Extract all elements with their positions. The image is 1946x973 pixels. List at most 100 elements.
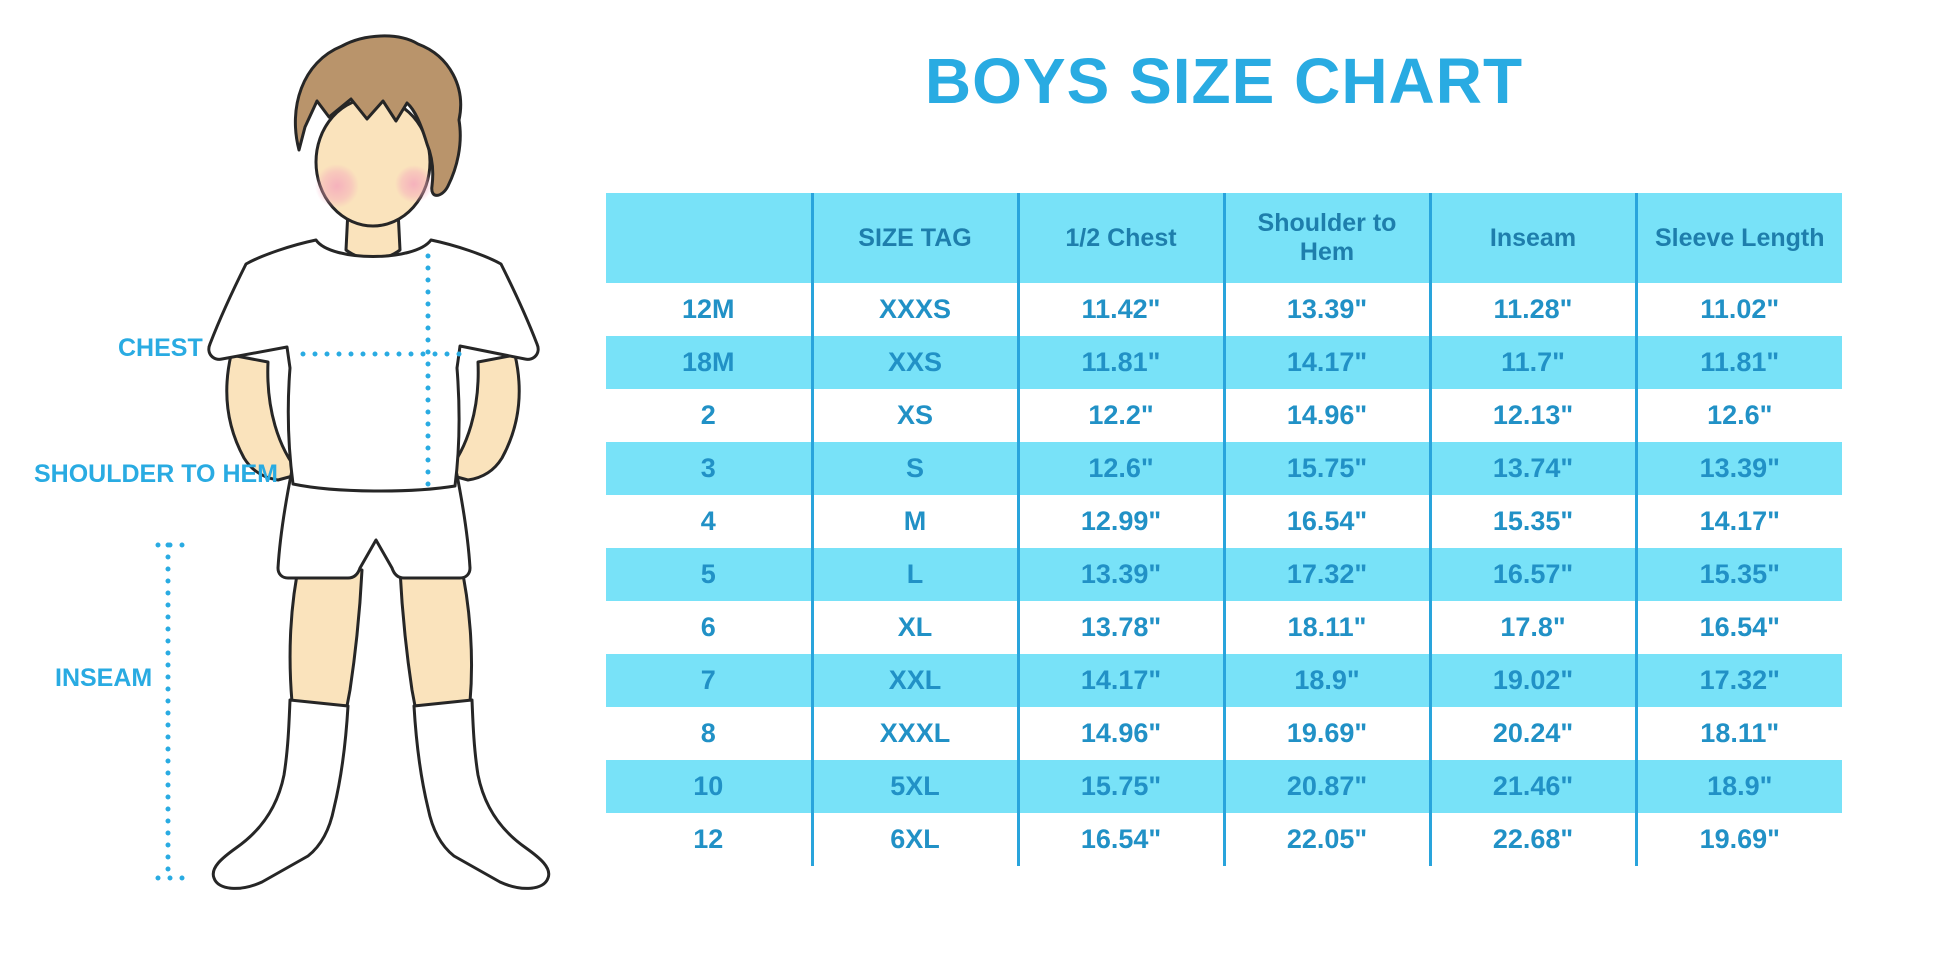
table-cell: 15.35"	[1634, 548, 1842, 601]
table-cell: 12.6"	[1634, 389, 1842, 442]
table-cell: 16.54"	[1222, 495, 1430, 548]
boy-tshirt	[207, 238, 540, 493]
table-cell: M	[810, 495, 1018, 548]
table-row: 12 6XL 16.54" 22.05" 22.68" 19.69"	[606, 813, 1842, 866]
row-size-label: 3	[700, 453, 716, 483]
table-cell: 19.69"	[1222, 707, 1430, 760]
table-cell: 14.96"	[1222, 389, 1430, 442]
table-cell: XL	[810, 601, 1018, 654]
inseam-label: INSEAM	[55, 664, 153, 692]
table-cell: 14.17"	[1222, 336, 1430, 389]
size-table-body: 12M XXXS 11.42" 13.39" 11.28" 11.02" 18M XXS 11.…	[606, 283, 1842, 866]
table-cell: 6XL	[810, 813, 1018, 866]
row-size-label: 10	[693, 771, 724, 801]
size-table: SIZE TAG 1/2 Chest Shoulder to Hem Inseam Sl…	[606, 193, 1842, 866]
table-cell: 19.02"	[1428, 654, 1636, 707]
table-cell: 14.17"	[1016, 654, 1224, 707]
table-cell: 20.24"	[1428, 707, 1636, 760]
table-cell: 11.81"	[1016, 336, 1224, 389]
table-cell: 18.11"	[1222, 601, 1430, 654]
row-size-label: 5	[700, 559, 716, 589]
table-cell: 15.75"	[1016, 760, 1224, 813]
table-row: 7 XXL 14.17" 18.9" 19.02" 17.32"	[606, 654, 1842, 707]
table-cell: XXXL	[810, 707, 1018, 760]
column-header: Inseam	[1428, 193, 1636, 283]
table-cell: 14.17"	[1634, 495, 1842, 548]
table-cell: 17.8"	[1428, 601, 1636, 654]
table-cell: 22.05"	[1222, 813, 1430, 866]
row-size-label: 12M	[681, 294, 735, 324]
boy-left-leg	[288, 558, 364, 708]
table-cell: 15.35"	[1428, 495, 1636, 548]
table-cell: 12.2"	[1016, 389, 1224, 442]
boy-hair	[293, 34, 463, 197]
table-row: 2 XS 12.2" 14.96" 12.13" 12.6"	[606, 389, 1842, 442]
table-cell: 19.69"	[1634, 813, 1842, 866]
table-cell: 12.13"	[1428, 389, 1636, 442]
shoulder-to-hem-label: SHOULDER TO HEM	[34, 460, 278, 488]
column-header: Sleeve Length	[1634, 193, 1842, 283]
boy-right-sock	[412, 698, 551, 890]
table-cell: 17.32"	[1222, 548, 1430, 601]
inseam-measure-line	[155, 542, 193, 881]
row-size-label: 4	[700, 506, 716, 536]
table-cell: 18.9"	[1222, 654, 1430, 707]
table-cell: 12.6"	[1016, 442, 1224, 495]
table-cell: 5XL	[810, 760, 1018, 813]
boy-shorts	[276, 468, 472, 580]
table-cell: 21.46"	[1428, 760, 1636, 813]
table-cell: 13.39"	[1222, 283, 1430, 336]
table-cell: 16.57"	[1428, 548, 1636, 601]
row-size-label: 12	[693, 824, 724, 854]
boy-left-arm	[225, 353, 302, 482]
table-row: 18M XXS 11.81" 14.17" 11.7" 11.81"	[606, 336, 1842, 389]
table-cell: 16.54"	[1634, 601, 1842, 654]
table-cell: 11.28"	[1428, 283, 1636, 336]
table-cell: 18.9"	[1634, 760, 1842, 813]
boy-right-leg	[398, 558, 474, 708]
boy-left-sock	[211, 698, 350, 890]
table-row: 8 XXXL 14.96" 19.69" 20.24" 18.11"	[606, 707, 1842, 760]
column-header: Shoulder to Hem	[1222, 193, 1430, 283]
table-cell: XXXS	[810, 283, 1018, 336]
boy-left-cheek	[315, 164, 359, 208]
table-row: 5 L 13.39" 17.32" 16.57" 15.35"	[606, 548, 1842, 601]
table-row: 4 M 12.99" 16.54" 15.35" 14.17"	[606, 495, 1842, 548]
row-size-label: 18M	[681, 347, 735, 377]
table-cell: 18.11"	[1634, 707, 1842, 760]
table-cell: 22.68"	[1428, 813, 1636, 866]
table-cell: XS	[810, 389, 1018, 442]
table-cell: 14.96"	[1016, 707, 1224, 760]
table-cell: 13.39"	[1634, 442, 1842, 495]
measurement-figure: CHEST SHOULDER TO HEM INSEAM	[0, 0, 560, 973]
table-cell: 15.75"	[1222, 442, 1430, 495]
table-cell: 11.42"	[1016, 283, 1224, 336]
table-row: 6 XL 13.78" 18.11" 17.8" 16.54"	[606, 601, 1842, 654]
table-cell: XXS	[810, 336, 1018, 389]
row-size-label: 2	[700, 400, 716, 430]
table-row: 3 S 12.6" 15.75" 13.74" 13.39"	[606, 442, 1842, 495]
corner-header-cell	[606, 193, 812, 283]
chest-label: CHEST	[118, 334, 203, 362]
table-cell: 13.74"	[1428, 442, 1636, 495]
table-row: 12M XXXS 11.42" 13.39" 11.28" 11.02"	[606, 283, 1842, 336]
table-row: 10 5XL 15.75" 20.87" 21.46" 18.9"	[606, 760, 1842, 813]
table-cell: 17.32"	[1634, 654, 1842, 707]
boy-right-arm	[444, 353, 521, 482]
page-title: BOYS SIZE CHART	[924, 45, 1524, 117]
table-cell: S	[810, 442, 1018, 495]
row-size-label: 7	[700, 665, 716, 695]
boy-right-cheek	[395, 165, 433, 203]
table-cell: 13.39"	[1016, 548, 1224, 601]
table-cell: 11.81"	[1634, 336, 1842, 389]
table-cell: 11.02"	[1634, 283, 1842, 336]
column-header: SIZE TAG	[810, 193, 1018, 283]
column-header: 1/2 Chest	[1016, 193, 1224, 283]
header-row: SIZE TAG 1/2 Chest Shoulder to Hem Inseam Sl…	[606, 193, 1842, 283]
table-cell: 12.99"	[1016, 495, 1224, 548]
table-cell: 20.87"	[1222, 760, 1430, 813]
table-cell: L	[810, 548, 1018, 601]
row-size-label: 8	[700, 718, 716, 748]
size-table-head: SIZE TAG 1/2 Chest Shoulder to Hem Inseam Sl…	[606, 193, 1842, 283]
boy-illustration	[155, 34, 551, 890]
